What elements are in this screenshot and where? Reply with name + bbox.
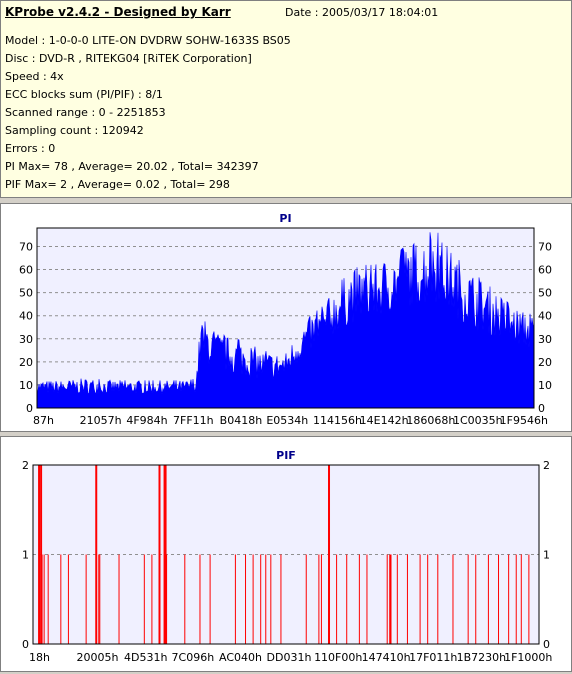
y-tick-right: 60 [538, 264, 552, 277]
pif-chart: PIF 0 0 1 1 2 2 18h 20005h 4D531h 7C096h AC040h DD03… [22, 449, 552, 664]
x-tick-label: 1F9546h [500, 414, 548, 427]
y-tick-right: 50 [538, 287, 552, 300]
x-tick-label: DD031h [267, 651, 312, 664]
x-tick-label: 7C096h [172, 651, 215, 664]
x-tick-label: 1B7230h [457, 651, 507, 664]
x-tick-label: 21057h [80, 414, 122, 427]
x-tick-label: 17F011h [409, 651, 457, 664]
y-tick-right: 2 [543, 459, 550, 472]
info-disc: Disc : DVD-R , RITEKG04 [RiTEK Corporati… [5, 52, 252, 65]
chart-title: PIF [276, 449, 296, 462]
y-tick-left: 70 [19, 240, 33, 253]
x-tick-label: 20005h [77, 651, 119, 664]
plot-border [32, 464, 540, 645]
y-tick-left: 30 [19, 333, 33, 346]
info-sampling-count: Sampling count : 120942 [5, 124, 144, 137]
x-tick-label: 4D531h [124, 651, 167, 664]
x-tick-label: 110F00h [314, 651, 362, 664]
chart-title: PI [279, 212, 291, 225]
x-tick-label: AC040h [219, 651, 262, 664]
x-tick-label: E0534h [266, 414, 308, 427]
x-tick-label: 87h [33, 414, 54, 427]
pi-series-area [36, 232, 535, 409]
y-tick-left: 60 [19, 264, 33, 277]
x-tick-label: 1C0035h [453, 414, 503, 427]
pi-chart: PI 0 0 10 10 20 20 30 30 40 40 50 50 60 60 70 70 87h 21057… [19, 212, 552, 427]
y-tick-right: 30 [538, 333, 552, 346]
x-tick-label: 114156h [313, 414, 362, 427]
x-tick-label: 14E142h [360, 414, 409, 427]
pi-chart-panel: PI 0 0 10 10 20 20 30 30 40 40 50 50 60 60 70 70 87h 21057… [0, 203, 572, 432]
info-pi-stats: PI Max= 78 , Average= 20.02 , Total= 342… [5, 160, 259, 173]
y-tick-left: 20 [19, 356, 33, 369]
x-tick-label: 147410h [362, 651, 411, 664]
y-tick-left: 50 [19, 287, 33, 300]
y-tick-right: 0 [543, 638, 550, 651]
y-tick-right: 20 [538, 356, 552, 369]
y-tick-right: 10 [538, 379, 552, 392]
x-tick-label: 7FF11h [173, 414, 214, 427]
x-tick-label: 4F984h [126, 414, 167, 427]
y-tick-left: 40 [19, 310, 33, 323]
info-errors: Errors : 0 [5, 142, 56, 155]
plot-border [36, 227, 535, 409]
info-pif-stats: PIF Max= 2 , Average= 0.02 , Total= 298 [5, 178, 230, 191]
pif-chart-panel: PIF 0 0 1 1 2 2 18h 20005h 4D531h 7C096h AC040h DD03… [0, 436, 572, 672]
y-tick-right: 1 [543, 549, 550, 562]
y-tick-right: 70 [538, 240, 552, 253]
info-ecc-sum: ECC blocks sum (PI/PIF) : 8/1 [5, 88, 163, 101]
y-tick-left: 2 [22, 459, 29, 472]
y-tick-right: 0 [538, 402, 545, 415]
x-tick-label: 18h [29, 651, 50, 664]
x-tick-label: 1F1000h [504, 651, 552, 664]
info-scanned-range: Scanned range : 0 - 2251853 [5, 106, 166, 119]
y-tick-left: 10 [19, 379, 33, 392]
y-tick-left: 0 [22, 638, 29, 651]
info-panel: KProbe v2.4.2 - Designed by Karr Date : … [0, 0, 572, 198]
x-tick-label: B0418h [220, 414, 263, 427]
info-model: Model : 1-0-0-0 LITE-ON DVDRW SOHW-1633S… [5, 34, 291, 47]
scan-info-lines: Model : 1-0-0-0 LITE-ON DVDRW SOHW-1633S… [5, 32, 291, 194]
scan-date: Date : 2005/03/17 18:04:01 [285, 6, 439, 19]
y-tick-left: 0 [26, 402, 33, 415]
app-title: KProbe v2.4.2 - Designed by Karr [5, 5, 231, 19]
y-tick-right: 40 [538, 310, 552, 323]
info-speed: Speed : 4x [5, 70, 64, 83]
y-tick-left: 1 [22, 549, 29, 562]
x-tick-label: 186068h [406, 414, 455, 427]
